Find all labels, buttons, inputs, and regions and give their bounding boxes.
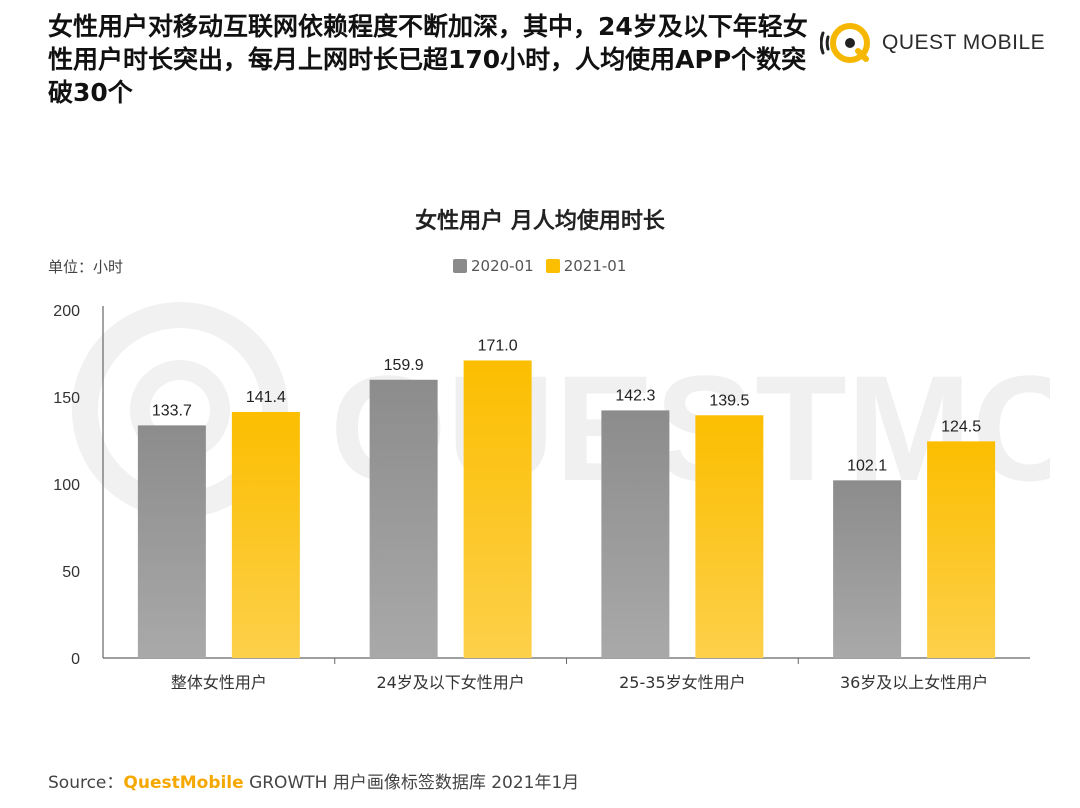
source-brand: QuestMobile — [123, 773, 244, 793]
y-tick-label: 150 — [53, 390, 80, 407]
bar-2020-01-1 — [137, 425, 206, 658]
bar-2021-01-2 — [463, 360, 532, 658]
source-prefix: Source： — [48, 773, 124, 793]
data-label: 102.1 — [847, 457, 887, 474]
legend-label-2021: 2021-01 — [563, 257, 627, 275]
legend: 2020-01 2021-01 — [453, 257, 638, 275]
y-tick-label: 50 — [62, 564, 80, 581]
data-label: 142.3 — [615, 387, 655, 404]
bar-2020-01-3 — [601, 410, 670, 658]
bar-2020-01-4 — [833, 480, 902, 658]
x-tick-label: 24岁及以下女性用户 — [376, 673, 524, 692]
y-tick-label: 0 — [71, 651, 80, 668]
brand-logo: QUEST MOBILE — [820, 8, 1045, 78]
data-label: 171.0 — [478, 337, 518, 354]
bar-2021-01-4 — [927, 441, 996, 658]
legend-item-2020: 2020-01 — [453, 257, 534, 275]
x-tick-label: 25-35岁女性用户 — [619, 673, 746, 692]
legend-swatch-2020 — [453, 259, 467, 273]
data-label: 141.4 — [246, 389, 286, 406]
bar-2021-01-1 — [231, 411, 300, 658]
y-tick-label: 100 — [53, 477, 80, 494]
legend-swatch-2021 — [545, 259, 560, 273]
headline: 女性用户对移动互联网依赖程度不断加深，其中，24岁及以下年轻女性用户时长突出，每… — [48, 12, 808, 107]
legend-label-2020: 2020-01 — [471, 257, 534, 275]
unit-label: 单位：小时 — [48, 258, 124, 276]
chart-title: 女性用户 月人均使用时长 — [415, 209, 665, 234]
y-tick-label: 200 — [53, 303, 80, 320]
questmobile-logo-icon — [820, 23, 870, 63]
x-tick-label: 整体女性用户 — [171, 673, 267, 692]
data-label: 139.5 — [709, 392, 749, 409]
source-line: Source：QuestMobile GROWTH 用户画像标签数据库 2021… — [48, 768, 579, 793]
data-label: 133.7 — [152, 402, 192, 419]
bar-2021-01-3 — [695, 415, 764, 658]
data-label: 159.9 — [384, 357, 424, 374]
data-label: 124.5 — [941, 418, 981, 435]
source-rest: GROWTH 用户画像标签数据库 2021年1月 — [243, 773, 580, 793]
legend-item-2021: 2021-01 — [545, 257, 627, 275]
brand-name: QUEST MOBILE — [882, 31, 1046, 54]
x-tick-label: 36岁及以上女性用户 — [840, 673, 988, 692]
bar-2020-01-2 — [369, 379, 438, 658]
